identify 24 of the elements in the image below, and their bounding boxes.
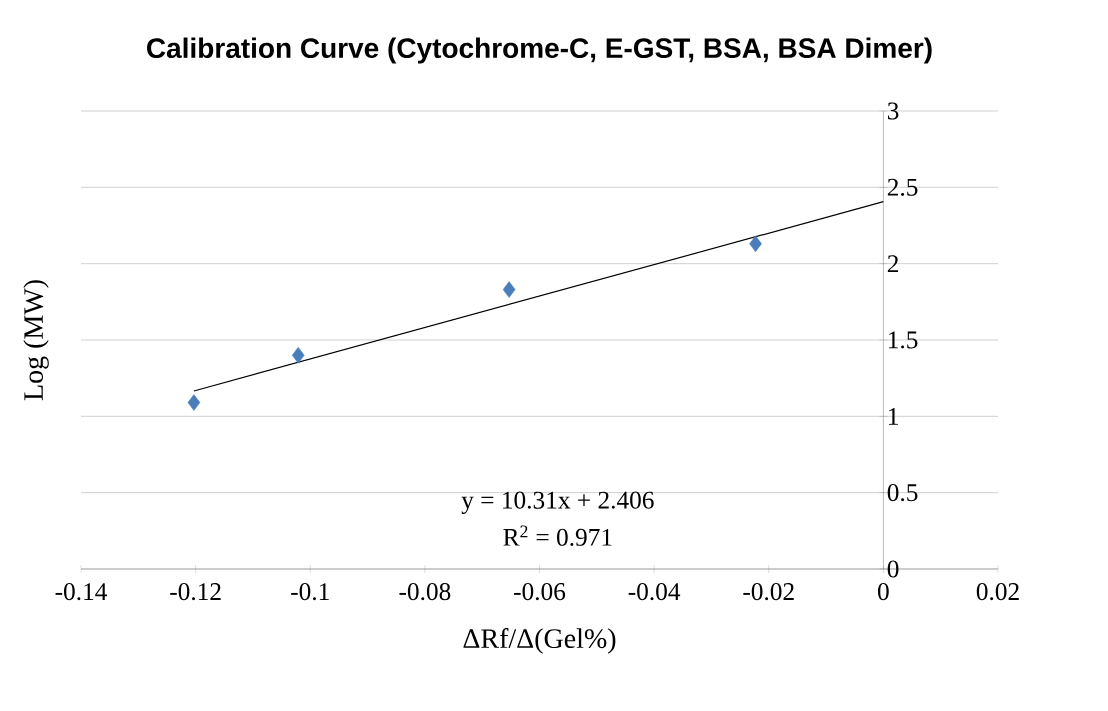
y-tick-label: 2 <box>887 255 899 273</box>
x-tick-label: 0.02 <box>976 583 1019 601</box>
point <box>502 281 516 298</box>
point <box>187 394 201 411</box>
x-tick-label: -0.12 <box>170 583 221 601</box>
x-axis-title: ΔRf/Δ(Gel%) <box>463 628 616 654</box>
x-tick-label: -0.1 <box>291 583 329 601</box>
y-tick-label: 0.5 <box>887 484 918 502</box>
x-tick-label: -0.04 <box>628 583 681 601</box>
annotation: R$^{2}$ = 0.971 <box>503 525 612 546</box>
y-tick-label: 1.5 <box>888 331 918 349</box>
y-axis-title: Log (MW) <box>23 280 49 401</box>
x-tick-label: -0.14 <box>55 583 107 601</box>
chart-title: Calibration Curve (Cytochrome-C, E-GST, BSA, BSA Dimer) <box>147 37 932 64</box>
y-tick-label: 1 <box>888 407 898 425</box>
x-tick-label: -0.02 <box>743 583 794 601</box>
y-tick-label: 3 <box>887 102 899 120</box>
x-tick-label: -0.06 <box>514 583 566 601</box>
y-tick-label: 2.5 <box>887 178 918 196</box>
x-tick-label: -0.08 <box>399 583 451 601</box>
point <box>291 346 305 364</box>
point <box>749 235 762 253</box>
annotation: y = 10.31x + 2.406 <box>461 491 654 514</box>
y-tick-label: 0 <box>887 560 899 578</box>
